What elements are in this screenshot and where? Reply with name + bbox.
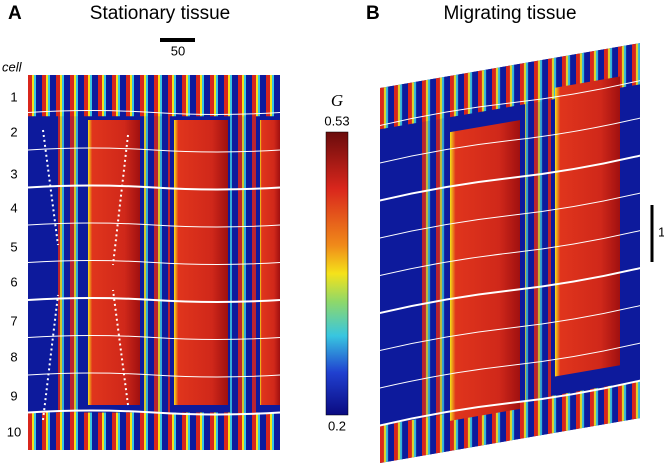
stripes <box>380 380 640 463</box>
cell-boundary <box>379 267 641 314</box>
cell-boundary <box>379 192 641 239</box>
row-label: 3 <box>10 166 17 181</box>
stripes <box>230 112 256 413</box>
colorbar-label: G <box>331 91 343 110</box>
active-block <box>88 120 140 405</box>
colorbar <box>325 131 349 416</box>
stripes <box>28 75 280 117</box>
stripes <box>58 112 84 413</box>
active-block <box>260 120 280 405</box>
cell-boundary <box>27 297 281 303</box>
cell-boundary <box>379 230 641 276</box>
heatmap-migrating <box>379 43 641 463</box>
cell-boundary <box>27 409 281 416</box>
panel-title: Stationary tissue <box>90 3 230 24</box>
scale-label: 1 <box>658 224 664 239</box>
panel-letter: B <box>366 3 380 24</box>
stripes <box>380 43 640 130</box>
row-label: 2 <box>10 124 17 139</box>
cell-boundary <box>27 372 281 378</box>
cell-boundary <box>379 154 641 202</box>
cell-boundary <box>27 110 281 115</box>
cell-boundary <box>379 305 641 351</box>
arrow <box>42 294 59 421</box>
cell-boundary <box>27 147 281 153</box>
cell-boundary <box>379 117 641 164</box>
row-label: 1 <box>10 89 17 104</box>
cell-boundary <box>379 80 641 126</box>
arrow <box>112 134 129 266</box>
row-label: 8 <box>10 349 17 364</box>
arrow <box>112 289 129 406</box>
panel-title: Migrating tissue <box>443 3 576 24</box>
row-label: 9 <box>10 388 17 403</box>
panel-letter: A <box>8 3 22 24</box>
colorbar-tick: 0.53 <box>324 113 349 128</box>
colorbar-tick: 0.2 <box>328 418 346 433</box>
active-block <box>174 120 228 405</box>
row-label: 6 <box>10 274 17 289</box>
cell-boundary <box>379 379 641 427</box>
cell-boundary <box>27 184 281 191</box>
row-label: 5 <box>10 239 17 254</box>
active-block <box>555 76 620 377</box>
row-label: 7 <box>10 313 17 328</box>
cell-boundary <box>379 342 641 389</box>
row-axis-title: cell <box>2 59 23 74</box>
row-label: 10 <box>7 424 21 439</box>
cell-boundary <box>27 335 281 340</box>
stripes <box>525 95 551 401</box>
arrow <box>42 129 59 246</box>
stripes <box>28 412 280 450</box>
heatmap-stationary <box>27 75 281 450</box>
cell-boundary <box>27 260 281 265</box>
cell-boundary <box>27 222 281 228</box>
scale-label: 50 <box>171 43 185 58</box>
row-label: 4 <box>10 200 17 215</box>
active-block <box>450 120 520 421</box>
